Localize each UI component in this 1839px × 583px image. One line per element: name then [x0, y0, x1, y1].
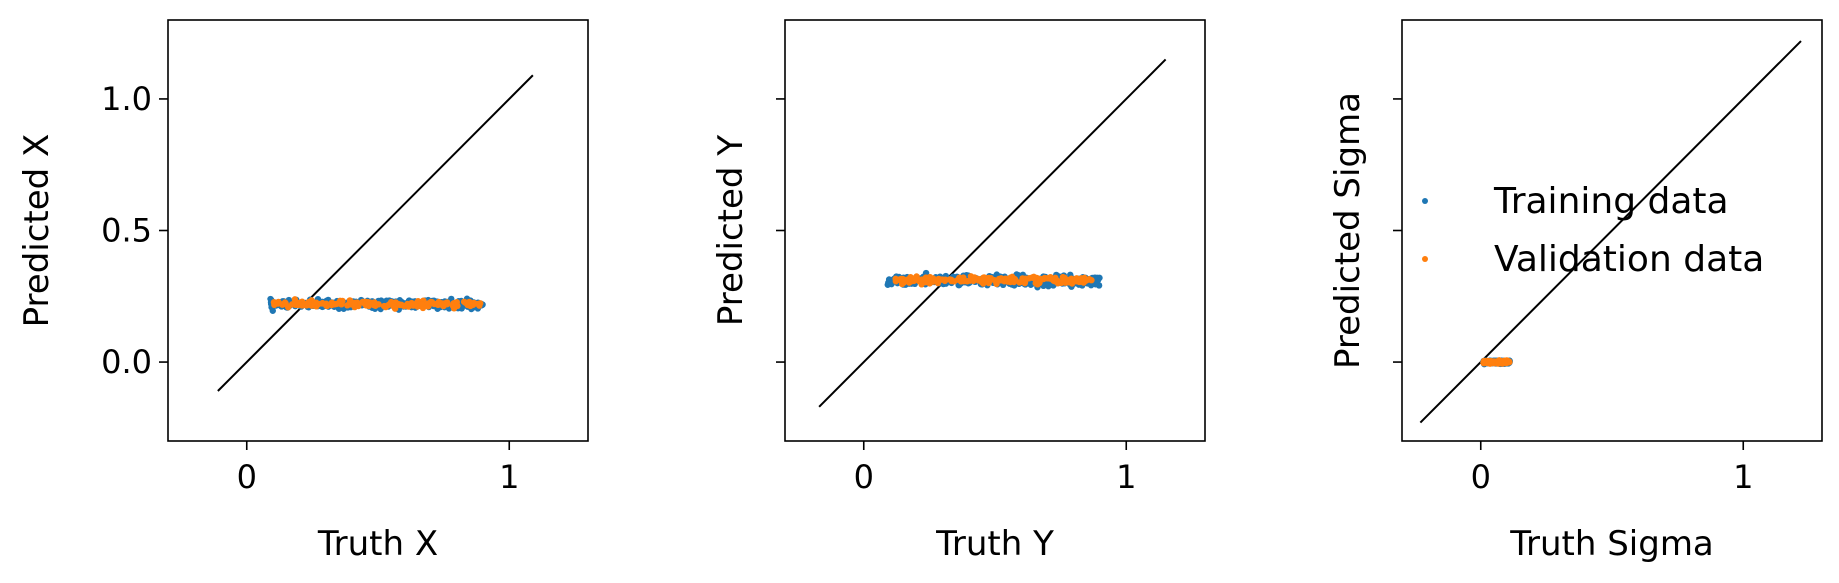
data-point — [1073, 275, 1081, 282]
data-point — [476, 302, 483, 309]
data-point — [922, 269, 930, 277]
data-point — [346, 297, 354, 304]
legend-label: Training data — [1493, 181, 1729, 222]
data-point — [304, 301, 311, 309]
data-point — [1092, 281, 1099, 288]
data-point — [409, 301, 417, 309]
data-point — [946, 276, 954, 283]
data-point — [941, 276, 949, 283]
data-point — [313, 299, 320, 306]
x-tick-label: 0 — [237, 458, 257, 496]
y-tick-label: 0.5 — [101, 212, 152, 250]
data-point — [1487, 358, 1495, 365]
data-point — [391, 305, 399, 312]
data-point — [419, 304, 427, 312]
panel-y: 0 1 Truth Y Predicted Y — [711, 19, 1206, 564]
data-point — [1022, 275, 1029, 282]
data-point — [398, 301, 405, 309]
data-point — [936, 277, 943, 284]
data-point — [1054, 280, 1062, 287]
data-point — [1068, 280, 1076, 287]
data-point — [424, 301, 431, 308]
series-validation — [892, 273, 1095, 288]
data-point — [1007, 274, 1014, 281]
legend-marker — [1422, 198, 1428, 204]
data-point — [359, 298, 366, 306]
data-point — [339, 297, 346, 305]
data-point — [322, 302, 330, 309]
data-point — [1037, 275, 1044, 283]
data-point — [907, 273, 914, 281]
data-point — [1002, 275, 1009, 282]
data-point — [365, 302, 372, 309]
y-axis-label: Predicted X — [17, 134, 57, 328]
data-point — [371, 301, 378, 309]
data-point — [1063, 277, 1070, 285]
identity-line — [818, 58, 1167, 408]
data-point — [995, 277, 1003, 284]
data-point — [471, 300, 478, 307]
identity-line — [1419, 40, 1802, 424]
data-point — [892, 278, 900, 285]
data-point — [900, 279, 907, 286]
data-point — [443, 299, 451, 306]
data-point — [971, 275, 978, 282]
data-point — [269, 307, 276, 314]
data-point — [284, 303, 292, 311]
data-point — [963, 278, 971, 285]
x-tick-label: 0 — [1471, 458, 1491, 496]
data-point — [1480, 359, 1488, 366]
series-validation — [1480, 357, 1513, 367]
x-tick-label: 1 — [1116, 458, 1136, 496]
panel-x: 0 1 0.0 0.5 1.0 Truth X Predicted X — [17, 19, 589, 564]
x-tick-label: 1 — [499, 458, 519, 496]
y-axis-label: Predicted Sigma — [1328, 92, 1368, 369]
data-point — [329, 300, 336, 307]
x-axis-label: Truth Y — [935, 524, 1054, 564]
data-point — [1030, 273, 1038, 281]
x-axis-label: Truth X — [317, 524, 438, 564]
x-tick-label: 0 — [854, 458, 874, 496]
legend-label: Validation data — [1494, 239, 1764, 280]
data-point — [1044, 275, 1051, 282]
data-point — [387, 300, 394, 307]
y-axis-label: Predicted Y — [711, 135, 751, 326]
x-tick-label: 1 — [1733, 458, 1753, 496]
y-tick-label: 1.0 — [101, 80, 152, 118]
data-point — [464, 301, 471, 309]
data-point — [1083, 276, 1091, 284]
data-point — [275, 298, 282, 306]
data-point — [435, 298, 442, 306]
data-point — [299, 302, 306, 309]
legend: Training data Validation data — [1422, 181, 1764, 280]
panel-sigma: 0 1 Truth Sigma Predicted Sigma Training dat… — [1328, 19, 1823, 564]
data-point — [1501, 358, 1508, 366]
data-point — [428, 298, 436, 306]
data-point — [924, 276, 931, 284]
data-point — [916, 277, 923, 285]
data-point — [454, 302, 461, 310]
y-tick-label: 0.0 — [101, 343, 152, 381]
series-validation — [270, 296, 484, 312]
data-point — [291, 296, 299, 303]
data-point — [978, 278, 985, 286]
data-point — [991, 277, 998, 284]
legend-marker — [1422, 256, 1428, 262]
data-point — [351, 300, 358, 307]
x-axis-label: Truth Sigma — [1509, 524, 1714, 564]
identity-line — [217, 74, 534, 392]
